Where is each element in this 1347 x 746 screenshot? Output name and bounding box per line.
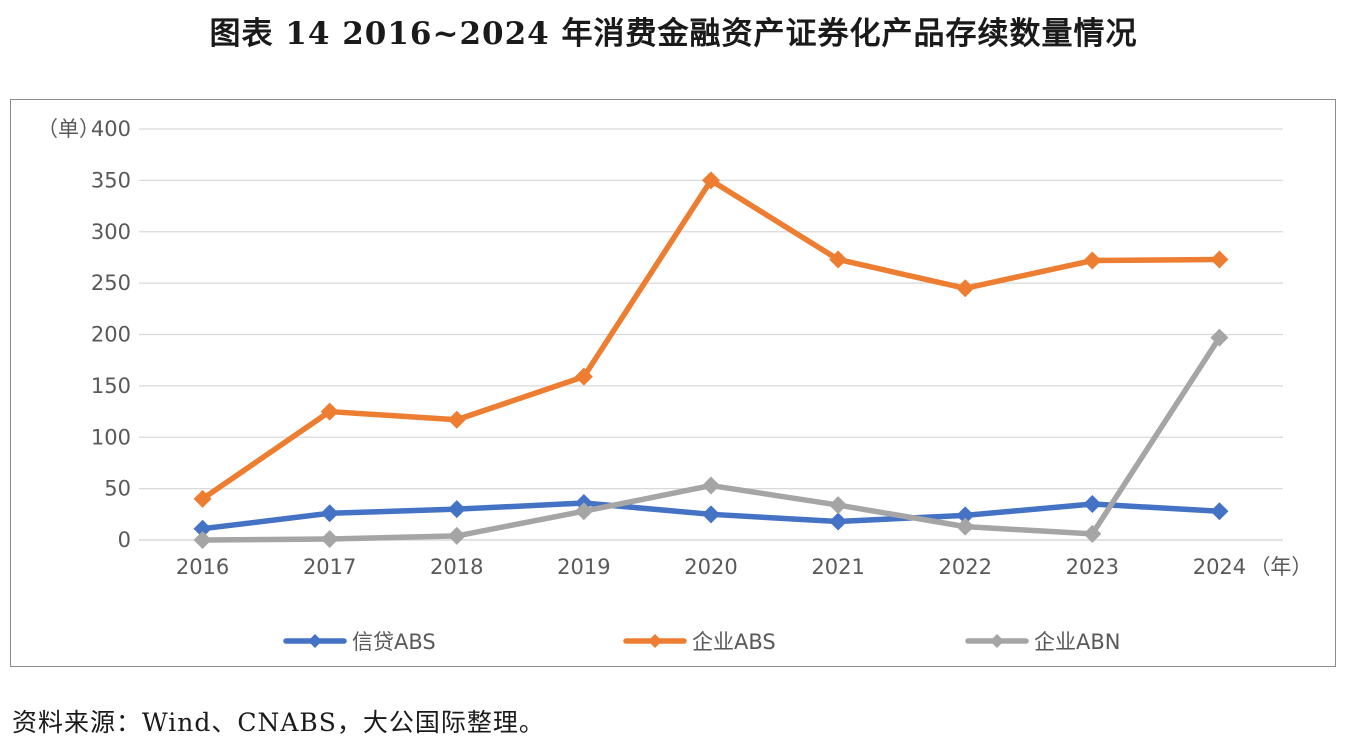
source-note: 资料来源：Wind、CNABS，大公国际整理。 <box>12 708 545 737</box>
chart-frame: 0 50 100 150 200 250 300 350 400 （单） 2016 2017 2018 2… <box>10 99 1336 667</box>
y-tick-label: 100 <box>91 425 131 449</box>
line-chart: 0 50 100 150 200 250 300 350 400（单） 2016 2017 2018 2… <box>37 117 1312 654</box>
data-point-marker <box>320 402 339 421</box>
legend-item: 企业ABS <box>623 630 776 654</box>
x-tick-label: 2021 <box>811 555 864 579</box>
x-tick-label: 2018 <box>430 555 483 579</box>
data-point-marker <box>1083 251 1102 270</box>
data-point-marker <box>320 504 339 523</box>
series-lines <box>193 171 1229 549</box>
legend-item: 信贷ABS <box>283 630 436 654</box>
data-point-marker <box>1083 524 1102 543</box>
x-axis-unit-label: （年） <box>1249 555 1312 579</box>
y-axis-unit-label: （单） <box>37 117 100 141</box>
grid-lines <box>139 128 1283 490</box>
y-tick-label: 400 <box>91 117 131 141</box>
data-point-marker <box>447 500 466 519</box>
legend-label: 信贷ABS <box>352 630 436 654</box>
data-point-marker <box>956 517 975 536</box>
y-tick-label: 50 <box>104 477 131 501</box>
data-point-marker <box>956 506 975 525</box>
y-tick-label: 350 <box>91 168 131 192</box>
legend-marker <box>308 634 322 648</box>
legend-label: 企业ABN <box>1034 630 1120 654</box>
x-tick-label: 2019 <box>557 555 610 579</box>
data-point-marker <box>702 171 720 190</box>
x-tick-label: 2023 <box>1066 555 1119 579</box>
data-point-marker <box>574 367 593 386</box>
data-point-marker <box>702 476 720 495</box>
data-point-marker <box>574 502 593 521</box>
chart-title: 图表 14 2016~2024 年消费金融资产证券化产品存续数量情况 <box>209 16 1138 52</box>
data-point-marker <box>1210 250 1229 269</box>
legend-item: 企业ABN <box>965 630 1120 654</box>
legend-marker <box>648 634 662 648</box>
data-point-marker <box>1083 495 1102 514</box>
data-point-marker <box>829 496 848 515</box>
axes: 0 50 100 150 200 250 300 350 400（单） 2016 2017 2018 2… <box>37 117 1312 579</box>
y-tick-label: 200 <box>91 323 131 347</box>
series-line <box>199 177 1223 502</box>
data-point-marker <box>956 279 975 298</box>
legend-marker <box>990 634 1004 648</box>
x-tick-label: 2017 <box>303 555 356 579</box>
data-point-marker <box>320 529 339 548</box>
series-2 <box>193 328 1229 549</box>
series-1 <box>193 171 1229 508</box>
data-point-marker <box>193 489 212 508</box>
y-tick-label: 250 <box>91 271 131 295</box>
data-point-marker <box>193 519 212 538</box>
data-point-marker <box>702 505 720 524</box>
y-tick-label: 150 <box>91 374 131 398</box>
data-point-marker <box>1210 328 1229 347</box>
x-tick-label: 2022 <box>938 555 991 579</box>
data-point-marker <box>193 531 212 549</box>
x-tick-label: 2016 <box>176 555 229 579</box>
data-point-marker <box>447 526 466 545</box>
y-tick-label: 0 <box>118 528 131 552</box>
legend: 信贷ABS 企业ABS 企业ABN <box>283 630 1120 654</box>
data-point-marker <box>829 512 848 531</box>
x-tick-label: 2024 <box>1193 555 1246 579</box>
legend-label: 企业ABS <box>692 630 776 654</box>
data-point-marker <box>1210 502 1229 521</box>
x-tick-label: 2020 <box>684 555 737 579</box>
y-tick-label: 300 <box>91 220 131 244</box>
data-point-marker <box>829 250 848 269</box>
data-point-marker <box>447 410 466 429</box>
